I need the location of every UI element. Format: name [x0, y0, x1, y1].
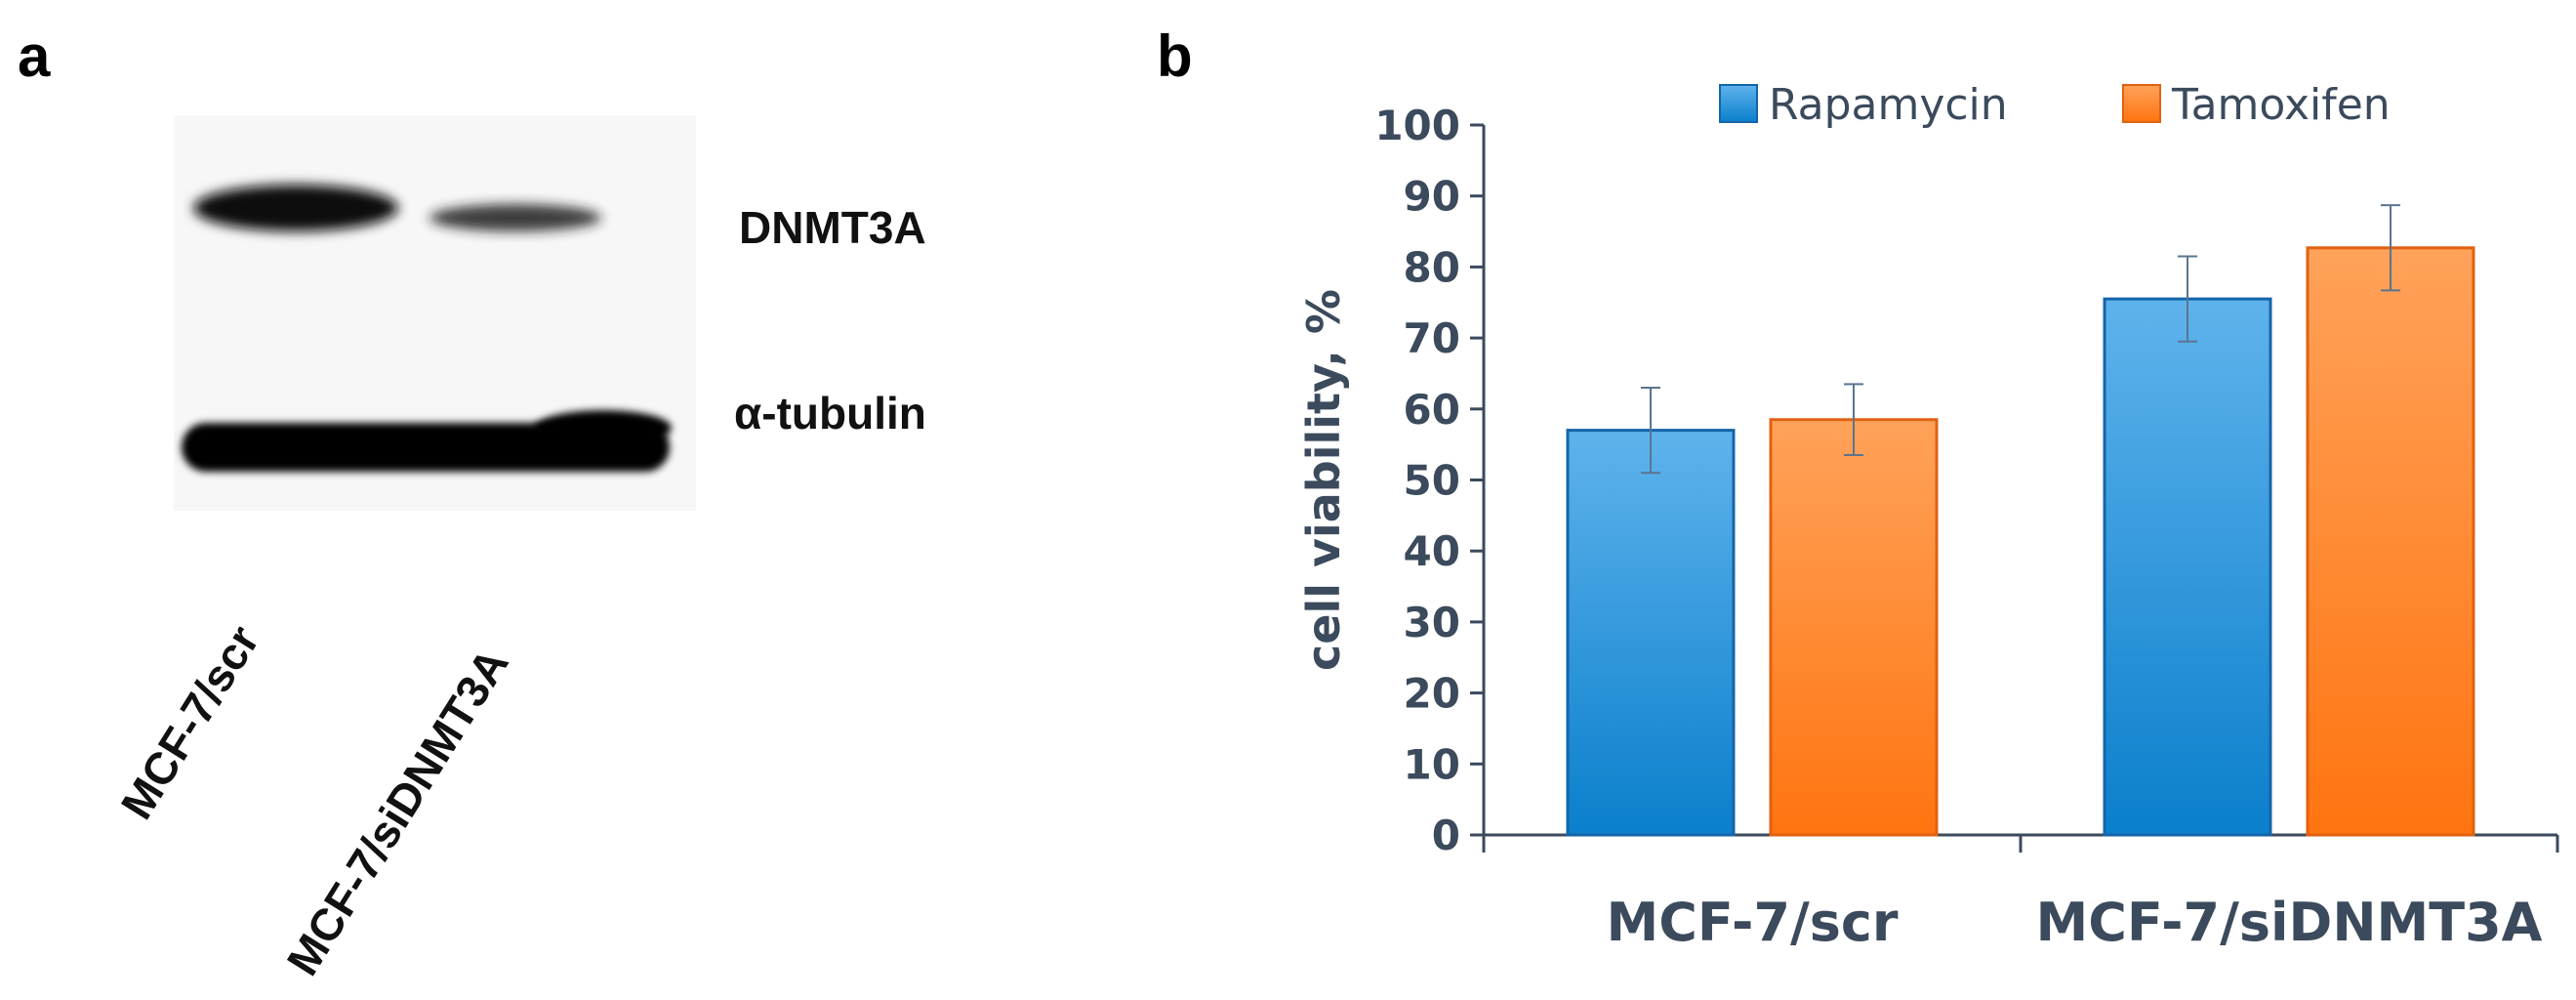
- y-tick-label: 10: [1404, 740, 1460, 788]
- legend-label-rapamycin: Rapamycin: [1769, 80, 2008, 130]
- bar-rapamycin-1: [2103, 297, 2272, 837]
- y-tick-label: 80: [1404, 243, 1460, 291]
- y-tick-label: 40: [1404, 527, 1460, 575]
- x-category-label: MCF-7/scr: [1606, 892, 1898, 953]
- band-label-dnmt3a: DNMT3A: [739, 202, 926, 253]
- western-blot-bands: [182, 185, 672, 472]
- y-tick-label: 0: [1432, 812, 1460, 859]
- y-tick-label: 90: [1404, 173, 1460, 221]
- legend-label-tamoxifen: Tamoxifen: [2171, 80, 2391, 130]
- y-tick-label: 100: [1374, 102, 1460, 149]
- band-label-alpha-tubulin: α-tubulin: [734, 388, 926, 438]
- legend-swatch-rapamycin: [1719, 84, 1758, 123]
- y-tick-label: 70: [1404, 314, 1460, 362]
- western-blot-image: [174, 115, 696, 511]
- y-tick-label: 30: [1404, 599, 1460, 646]
- bar-tamoxifen-0: [1769, 418, 1939, 837]
- panel-label-b: b: [1157, 23, 1193, 89]
- bar-rapamycin-0: [1566, 429, 1736, 837]
- y-tick-label: 60: [1404, 386, 1460, 434]
- band-dnmt3a-scr: [193, 185, 398, 231]
- y-tick-label: 20: [1404, 670, 1460, 718]
- panel-label-a: a: [18, 23, 51, 89]
- x-category-label: MCF-7/siDNMT3A: [2036, 892, 2543, 953]
- band-tubulin-right: [535, 410, 672, 445]
- legend-swatch-tamoxifen: [2122, 84, 2161, 123]
- y-tick-label: 50: [1404, 457, 1460, 505]
- band-dnmt3a-sidnmt3a: [429, 204, 601, 231]
- y-axis-label: cell viability, %: [1297, 289, 1350, 671]
- bar-tamoxifen-1: [2306, 246, 2475, 837]
